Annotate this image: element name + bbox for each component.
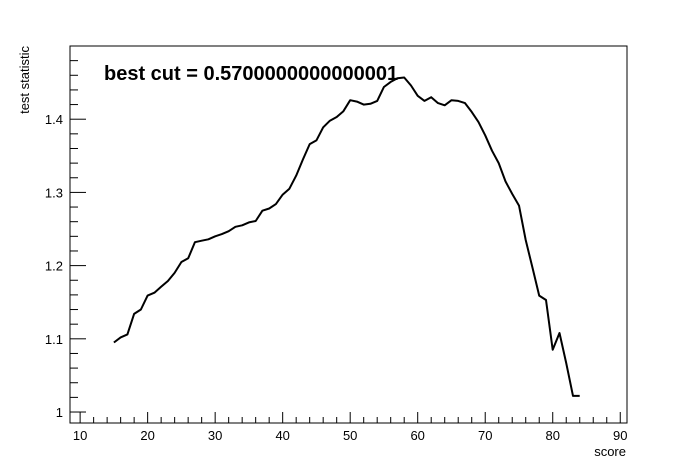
y-tick-label: 1.3 xyxy=(45,185,63,200)
x-tick-label: 20 xyxy=(140,428,154,443)
y-tick-label: 1.4 xyxy=(45,112,63,127)
y-axis-tick-labels: 1 1.1 1.2 1.3 1.4 xyxy=(45,112,63,420)
x-tick-label: 30 xyxy=(208,428,222,443)
x-axis-title: score xyxy=(594,444,626,459)
y-axis-title: test statistic xyxy=(17,46,32,114)
y-tick-label: 1.1 xyxy=(45,332,63,347)
x-tick-label: 10 xyxy=(73,428,87,443)
x-tick-label: 90 xyxy=(613,428,627,443)
plot-frame xyxy=(69,45,628,424)
x-tick-label: 40 xyxy=(275,428,289,443)
y-axis-ticks xyxy=(70,45,86,413)
x-axis-tick-labels: 10 20 30 40 50 60 70 80 90 xyxy=(73,428,628,443)
x-tick-label: 70 xyxy=(478,428,492,443)
series-line xyxy=(113,76,580,397)
x-axis-ticks xyxy=(79,412,621,423)
y-tick-label: 1 xyxy=(56,405,63,420)
x-tick-label: 60 xyxy=(410,428,424,443)
y-tick-label: 1.2 xyxy=(45,259,63,274)
chart-title: best cut = 0.5700000000000001 xyxy=(104,63,398,85)
x-tick-label: 80 xyxy=(545,428,559,443)
x-tick-label: 50 xyxy=(343,428,357,443)
